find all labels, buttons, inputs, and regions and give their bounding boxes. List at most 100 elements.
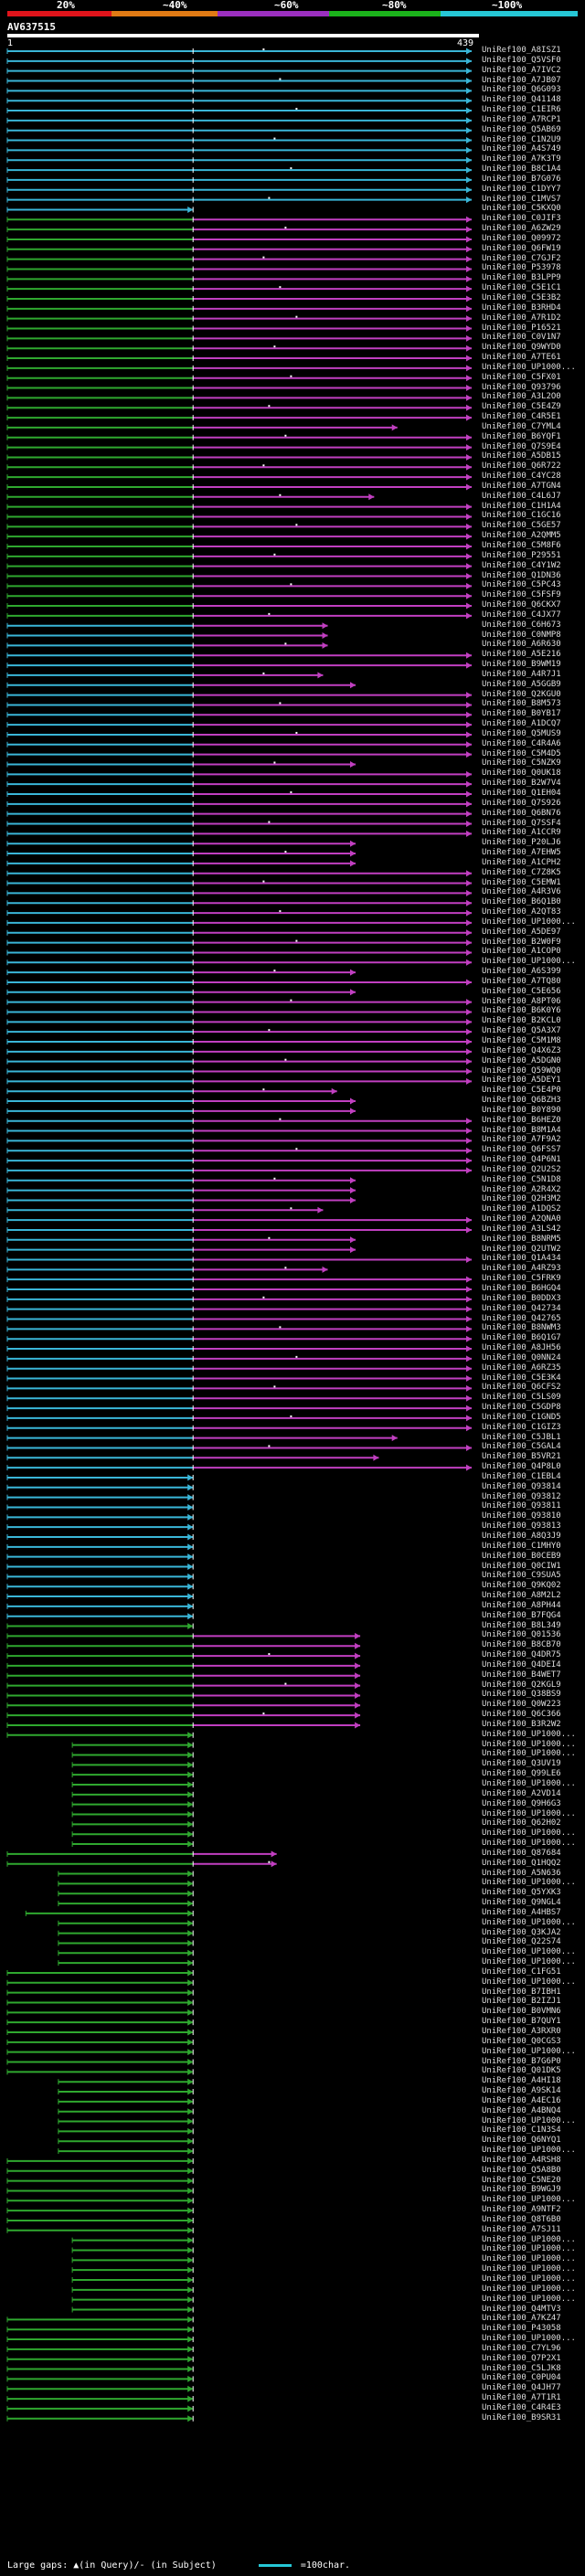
- hit-label[interactable]: UniRef100_B2W7V4: [482, 779, 561, 789]
- hit-row[interactable]: [6, 602, 472, 610]
- hit-row[interactable]: [6, 682, 356, 689]
- hit-row[interactable]: [6, 87, 472, 94]
- hit-label[interactable]: UniRef100_A6S399: [482, 967, 561, 977]
- hit-label[interactable]: UniRef100_B3LPP9: [482, 273, 561, 283]
- hit-label[interactable]: UniRef100_C7YML4: [482, 421, 561, 431]
- hit-label[interactable]: UniRef100_C5PC43: [482, 580, 561, 590]
- hit-label[interactable]: UniRef100_C5KXQ0: [482, 204, 561, 214]
- hit-label[interactable]: UniRef100_A3LS42: [482, 1224, 561, 1234]
- hit-row[interactable]: [6, 58, 472, 65]
- hit-row[interactable]: [6, 365, 472, 372]
- hit-label[interactable]: UniRef100_C1FG51: [482, 1966, 561, 1977]
- hit-row[interactable]: [6, 463, 472, 471]
- hit-label[interactable]: UniRef100_A5DEY1: [482, 1076, 561, 1086]
- hit-label[interactable]: UniRef100_A5DGN0: [482, 1055, 561, 1065]
- hit-label[interactable]: UniRef100_Q6R722: [482, 461, 561, 472]
- hit-row[interactable]: [6, 870, 472, 877]
- hit-row[interactable]: [6, 1256, 472, 1263]
- hit-row[interactable]: [6, 1513, 194, 1521]
- hit-label[interactable]: UniRef100_UP1000...: [482, 1779, 576, 1788]
- hit-label[interactable]: UniRef100_A4R7J1: [482, 669, 561, 679]
- hit-row[interactable]: [6, 1553, 194, 1561]
- hit-row[interactable]: [6, 127, 472, 134]
- hit-label[interactable]: UniRef100_UP1000...: [482, 2254, 576, 2264]
- hit-row[interactable]: [6, 275, 472, 282]
- hit-label[interactable]: UniRef100_C1DYY7: [482, 184, 561, 194]
- hit-label[interactable]: UniRef100_Q5AB69: [482, 124, 561, 134]
- hit-label[interactable]: UniRef100_A4EC16: [482, 2095, 561, 2105]
- hit-row[interactable]: [6, 979, 472, 986]
- hit-row[interactable]: [6, 830, 472, 837]
- hit-row[interactable]: [6, 1316, 472, 1323]
- hit-label[interactable]: UniRef100_UP1000...: [482, 2284, 576, 2294]
- hit-label[interactable]: UniRef100_C1N2U9: [482, 134, 561, 144]
- hit-label[interactable]: UniRef100_C4R5E1: [482, 412, 561, 422]
- hit-row[interactable]: [6, 1989, 194, 1997]
- hit-row[interactable]: [6, 553, 472, 560]
- hit-row[interactable]: [6, 1118, 472, 1125]
- hit-label[interactable]: UniRef100_A7JB07: [482, 75, 561, 85]
- hit-label[interactable]: UniRef100_Q42765: [482, 1313, 561, 1323]
- hit-label[interactable]: UniRef100_C4L6J7: [482, 491, 561, 501]
- hit-label[interactable]: UniRef100_B9WM19: [482, 660, 561, 670]
- hit-row[interactable]: [6, 1860, 277, 1868]
- hit-label[interactable]: UniRef100_Q7SSF4: [482, 818, 561, 828]
- hit-row[interactable]: [6, 1097, 356, 1105]
- hit-row[interactable]: [6, 453, 472, 461]
- hit-row[interactable]: [6, 1523, 194, 1531]
- hit-label[interactable]: UniRef100_C1N3S4: [482, 2125, 561, 2136]
- hit-row[interactable]: [6, 246, 472, 253]
- hit-label[interactable]: UniRef100_C5GAL4: [482, 1442, 561, 1452]
- hit-label[interactable]: UniRef100_UP1000...: [482, 1808, 576, 1818]
- hit-row[interactable]: [6, 1394, 472, 1402]
- hit-row[interactable]: [6, 256, 472, 263]
- hit-row[interactable]: [6, 1425, 472, 1432]
- hit-row[interactable]: [6, 1128, 472, 1135]
- hit-row[interactable]: [6, 156, 472, 164]
- hit-label[interactable]: UniRef100_UP1000...: [482, 1957, 576, 1967]
- hit-row[interactable]: [6, 770, 472, 778]
- hit-row[interactable]: [6, 800, 472, 808]
- hit-row[interactable]: [6, 334, 472, 342]
- hit-label[interactable]: UniRef100_Q87684: [482, 1848, 561, 1858]
- hit-row[interactable]: [6, 790, 472, 798]
- hit-row[interactable]: [6, 2217, 194, 2224]
- hit-row[interactable]: [6, 1603, 194, 1610]
- hit-row[interactable]: [6, 1286, 472, 1293]
- hit-row[interactable]: [71, 1781, 194, 1788]
- hit-label[interactable]: UniRef100_P16521: [482, 323, 561, 333]
- hit-label[interactable]: UniRef100_A2VD14: [482, 1788, 561, 1798]
- hit-label[interactable]: UniRef100_Q6BN76: [482, 808, 561, 818]
- hit-label[interactable]: UniRef100_A1CCR9: [482, 828, 561, 838]
- hit-label[interactable]: UniRef100_B8M573: [482, 699, 561, 709]
- hit-label[interactable]: UniRef100_A7K3T9: [482, 154, 561, 164]
- hit-row[interactable]: [6, 2405, 194, 2412]
- hit-row[interactable]: [6, 1969, 194, 1977]
- hit-label[interactable]: UniRef100_Q5A3X7: [482, 1026, 561, 1036]
- hit-label[interactable]: UniRef100_A1DQS2: [482, 1204, 561, 1214]
- hit-label[interactable]: UniRef100_B2KCL0: [482, 1016, 561, 1026]
- hit-label[interactable]: UniRef100_B8C1A4: [482, 164, 561, 175]
- hit-label[interactable]: UniRef100_C4JX77: [482, 610, 561, 620]
- hit-label[interactable]: UniRef100_C5E656: [482, 986, 561, 996]
- hit-label[interactable]: UniRef100_B0DDX3: [482, 1293, 561, 1303]
- hit-row[interactable]: [6, 1276, 472, 1283]
- hit-label[interactable]: UniRef100_UP1000...: [482, 1839, 576, 1849]
- hit-row[interactable]: [71, 2306, 194, 2314]
- hit-label[interactable]: UniRef100_C9SUA5: [482, 1571, 561, 1581]
- hit-row[interactable]: [6, 1435, 398, 1442]
- hit-row[interactable]: [58, 1920, 194, 1927]
- hit-row[interactable]: [58, 1880, 194, 1887]
- hit-label[interactable]: UniRef100_A1CPH2: [482, 857, 561, 867]
- hit-row[interactable]: [6, 1732, 194, 1739]
- hit-label[interactable]: UniRef100_UP1000...: [482, 2046, 576, 2056]
- hit-label[interactable]: UniRef100_B4WET7: [482, 1670, 561, 1680]
- hit-label[interactable]: UniRef100_A7RCP1: [482, 114, 561, 124]
- hit-label[interactable]: UniRef100_Q0W223: [482, 1700, 561, 1710]
- hit-row[interactable]: [6, 2415, 194, 2422]
- hit-row[interactable]: [6, 97, 472, 104]
- hit-row[interactable]: [6, 1712, 361, 1719]
- hit-row[interactable]: [6, 355, 472, 362]
- hit-row[interactable]: [6, 573, 472, 580]
- hit-row[interactable]: [6, 2316, 194, 2323]
